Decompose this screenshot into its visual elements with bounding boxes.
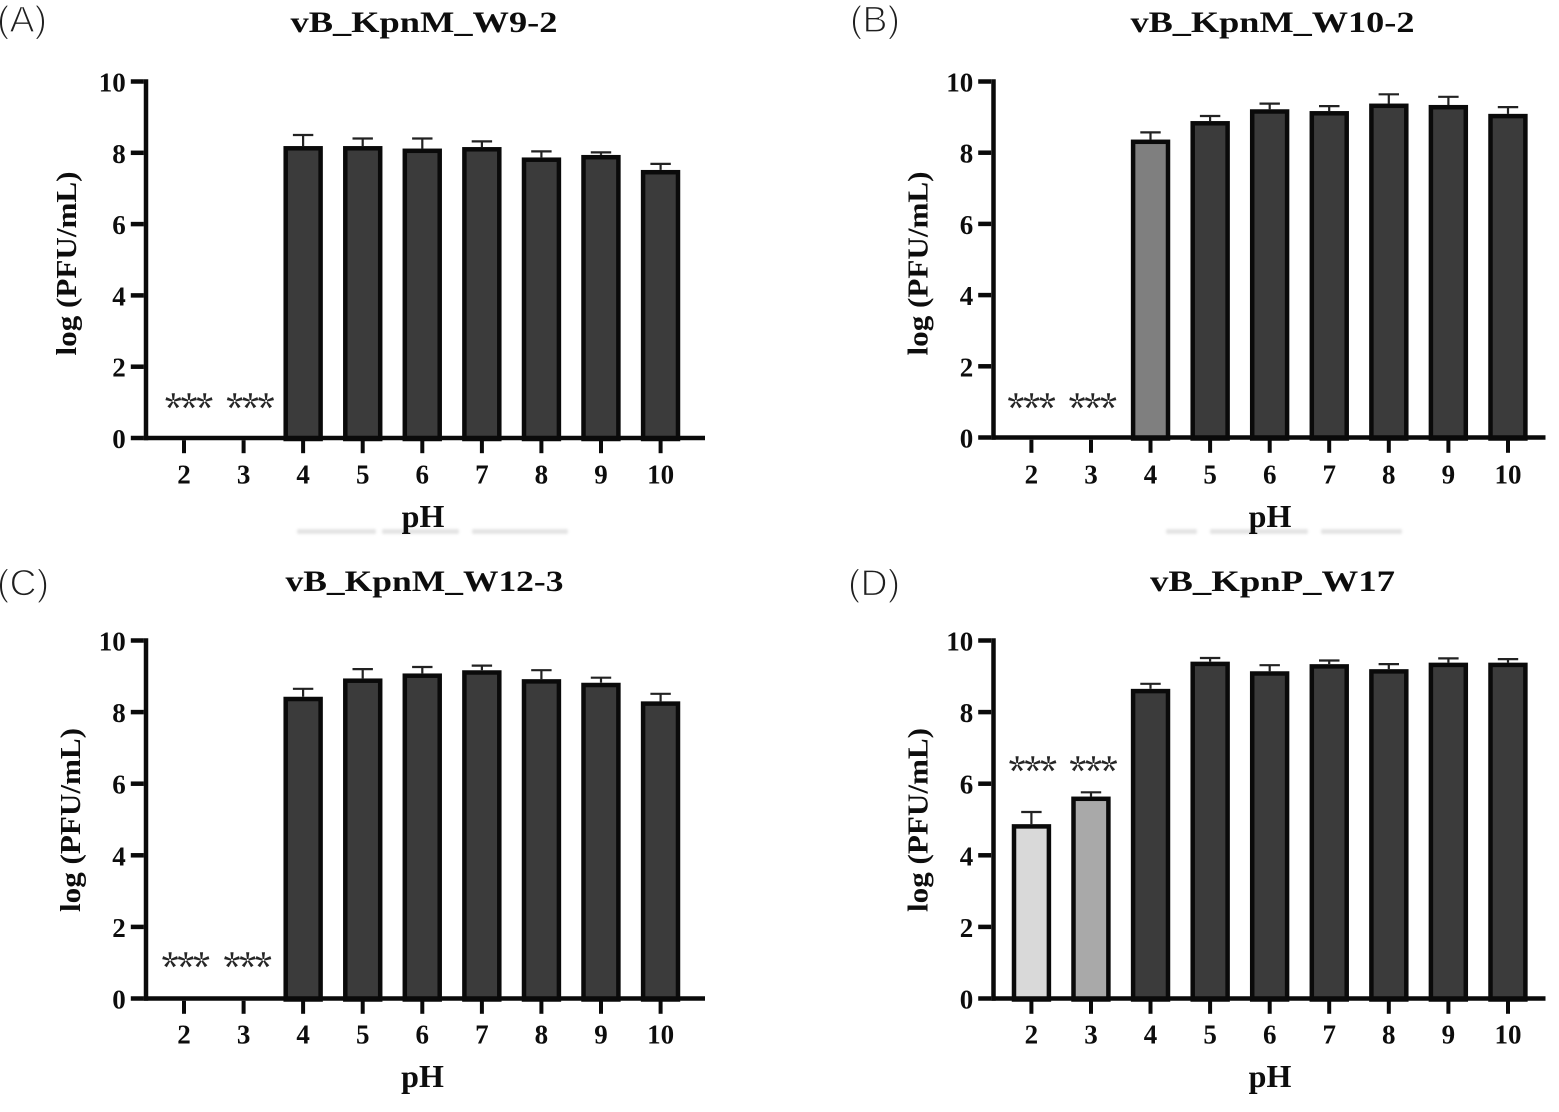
svg-text:3: 3 (1084, 460, 1098, 490)
svg-text:6: 6 (416, 1020, 430, 1050)
svg-text:2: 2 (1025, 1020, 1039, 1050)
svg-text:8: 8 (535, 1020, 549, 1050)
svg-text:6: 6 (416, 460, 430, 490)
svg-text:7: 7 (1322, 1020, 1336, 1050)
svg-text:4: 4 (112, 281, 126, 311)
svg-text:0: 0 (960, 424, 974, 454)
svg-text:2: 2 (177, 1020, 191, 1050)
svg-text:log (PFU/mL): log (PFU/mL) (52, 172, 83, 356)
svg-text:2: 2 (112, 353, 126, 383)
svg-text:(B): (B) (850, 0, 900, 40)
svg-text:6: 6 (1263, 1020, 1277, 1050)
svg-text:5: 5 (1203, 460, 1217, 490)
svg-text:0: 0 (112, 424, 126, 454)
svg-text:7: 7 (1322, 460, 1336, 490)
svg-text:log (PFU/mL): log (PFU/mL) (56, 728, 87, 912)
svg-text:10: 10 (99, 68, 126, 98)
svg-text:pH: pH (402, 498, 445, 534)
svg-text:5: 5 (1203, 1020, 1217, 1050)
svg-text:10: 10 (647, 1020, 674, 1050)
svg-text:5: 5 (356, 460, 370, 490)
svg-text:6: 6 (1263, 460, 1277, 490)
svg-text:pH: pH (401, 1058, 444, 1094)
svg-text:9: 9 (1442, 1020, 1456, 1050)
svg-text:10: 10 (647, 460, 674, 490)
svg-text:4: 4 (960, 841, 974, 871)
svg-text:3: 3 (237, 1020, 251, 1050)
svg-text:8: 8 (112, 698, 126, 728)
svg-text:(D): (D) (848, 562, 900, 604)
svg-text:0: 0 (112, 985, 126, 1015)
svg-text:3: 3 (237, 460, 251, 490)
svg-text:10: 10 (1495, 460, 1522, 490)
svg-text:9: 9 (594, 460, 608, 490)
svg-text:log (PFU/mL): log (PFU/mL) (904, 728, 935, 912)
svg-text:8: 8 (960, 698, 974, 728)
svg-text:10: 10 (946, 627, 973, 657)
svg-text:pH: pH (1249, 498, 1292, 534)
svg-text:8: 8 (535, 460, 549, 490)
svg-text:9: 9 (1442, 460, 1456, 490)
svg-text:2: 2 (1025, 460, 1039, 490)
svg-text:8: 8 (960, 139, 974, 169)
svg-text:vB_KpnM_W9-2: vB_KpnM_W9-2 (291, 6, 558, 39)
svg-text:log (PFU/mL): log (PFU/mL) (904, 172, 935, 356)
svg-text:4: 4 (112, 841, 126, 871)
svg-text:5: 5 (356, 1020, 370, 1050)
svg-text:2: 2 (177, 460, 191, 490)
svg-text:4: 4 (1144, 1020, 1158, 1050)
svg-text:6: 6 (960, 210, 974, 240)
svg-text:3: 3 (1084, 1020, 1098, 1050)
svg-text:4: 4 (296, 460, 310, 490)
svg-text:4: 4 (296, 1020, 310, 1050)
svg-text:2: 2 (112, 913, 126, 943)
svg-text:4: 4 (960, 281, 974, 311)
svg-text:10: 10 (946, 68, 973, 98)
svg-text:2: 2 (960, 352, 974, 382)
svg-text:2: 2 (960, 913, 974, 943)
svg-text:0: 0 (960, 985, 974, 1015)
svg-text:10: 10 (1495, 1020, 1522, 1050)
svg-text:6: 6 (112, 210, 126, 240)
svg-text:10: 10 (99, 627, 126, 657)
svg-text:9: 9 (594, 1020, 608, 1050)
svg-text:6: 6 (960, 770, 974, 800)
svg-text:(A): (A) (0, 0, 47, 40)
svg-text:4: 4 (1144, 460, 1158, 490)
svg-text:vB_KpnM_W12-3: vB_KpnM_W12-3 (286, 565, 564, 598)
svg-text:7: 7 (475, 1020, 489, 1050)
svg-text:6: 6 (112, 770, 126, 800)
svg-text:8: 8 (112, 139, 126, 169)
svg-text:8: 8 (1382, 1020, 1396, 1050)
svg-text:vB_KpnM_W10-2: vB_KpnM_W10-2 (1131, 6, 1415, 39)
svg-text:7: 7 (475, 460, 489, 490)
svg-text:(C): (C) (0, 562, 49, 604)
svg-text:8: 8 (1382, 460, 1396, 490)
svg-text:pH: pH (1249, 1058, 1292, 1094)
svg-text:vB_KpnP_W17: vB_KpnP_W17 (1150, 565, 1395, 598)
